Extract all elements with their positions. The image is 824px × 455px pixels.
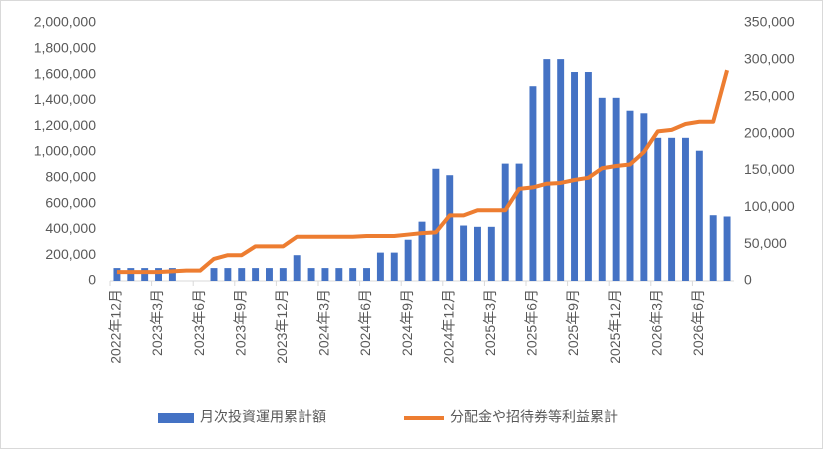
y2-tick-label: 150,000 [744,161,795,177]
x-tick-label: 2022年12月 [108,289,124,364]
x-tick-label: 2025年12月 [607,289,623,364]
y-tick-label: 1,800,000 [34,40,96,56]
bar [557,59,565,282]
x-tick-label: 2024年12月 [440,289,456,364]
x-tick-label: 2025年9月 [565,289,581,356]
bar [307,268,315,281]
bar [709,215,717,281]
bar [474,226,481,281]
bar [668,137,676,281]
bar [543,59,551,282]
bar [279,268,287,281]
y-tick-label: 1,400,000 [34,91,96,107]
bar [418,221,426,281]
bar [682,137,689,281]
bar [529,86,537,282]
bar [695,150,703,281]
y-tick-label: 200,000 [45,246,96,262]
y-tick-label: 0 [88,272,96,288]
bar [612,97,620,281]
legend-swatch [158,413,194,423]
bar [515,163,523,281]
y-tick-label: 2,000,000 [34,14,96,30]
bar [127,268,135,281]
bar [293,255,301,281]
x-tick-label: 2025年3月 [482,289,498,356]
bar [155,268,162,281]
bar [571,72,578,282]
bar [113,268,121,281]
bar [141,268,149,281]
bar [321,268,329,281]
bar [446,175,454,281]
x-tick-label: 2023年3月 [149,289,165,356]
bar [363,268,370,281]
x-tick-label: 2023年9月 [232,289,248,356]
y-tick-label: 400,000 [45,220,96,236]
x-tick-label: 2024年6月 [357,289,373,356]
bar [210,268,218,281]
y2-tick-label: 0 [744,272,752,288]
y2-tick-label: 50,000 [744,235,787,251]
bar [390,252,398,281]
x-tick-label: 2026年3月 [648,289,664,356]
bar [487,226,495,281]
y2-tick-label: 350,000 [744,14,795,30]
bar [626,110,634,281]
x-tick-label: 2024年3月 [316,289,332,356]
y-tick-label: 800,000 [45,169,96,185]
bar [501,163,509,281]
x-tick-label: 2024年9月 [399,289,415,356]
legend-label: 分配金や招待券等利益累計 [450,409,618,425]
bar [349,268,357,281]
x-tick-label: 2023年12月 [274,289,290,364]
x-tick-label: 2023年6月 [191,289,207,356]
bar [376,252,384,281]
bar [598,97,606,281]
bar [168,268,176,281]
bar [460,225,468,281]
y2-tick-label: 250,000 [744,87,795,103]
bar [238,268,246,281]
bar [266,268,273,281]
y2-tick-label: 200,000 [744,124,795,140]
y-tick-label: 1,600,000 [34,65,96,81]
bar [432,168,440,281]
y-tick-label: 1,200,000 [34,117,96,133]
x-tick-label: 2025年6月 [524,289,540,356]
line [116,69,729,275]
bar [723,216,731,281]
bar [654,137,662,281]
bar [404,239,412,281]
y-tick-label: 1,000,000 [34,143,96,159]
y2-tick-label: 300,000 [744,51,795,67]
y-tick-label: 600,000 [45,194,96,210]
x-tick-label: 2026年6月 [690,289,706,356]
bar [224,268,232,281]
bar [252,268,260,281]
bar [640,113,648,281]
legend-label: 月次投資運用累計額 [200,409,326,425]
y2-tick-label: 100,000 [744,198,795,214]
bar [335,268,343,281]
